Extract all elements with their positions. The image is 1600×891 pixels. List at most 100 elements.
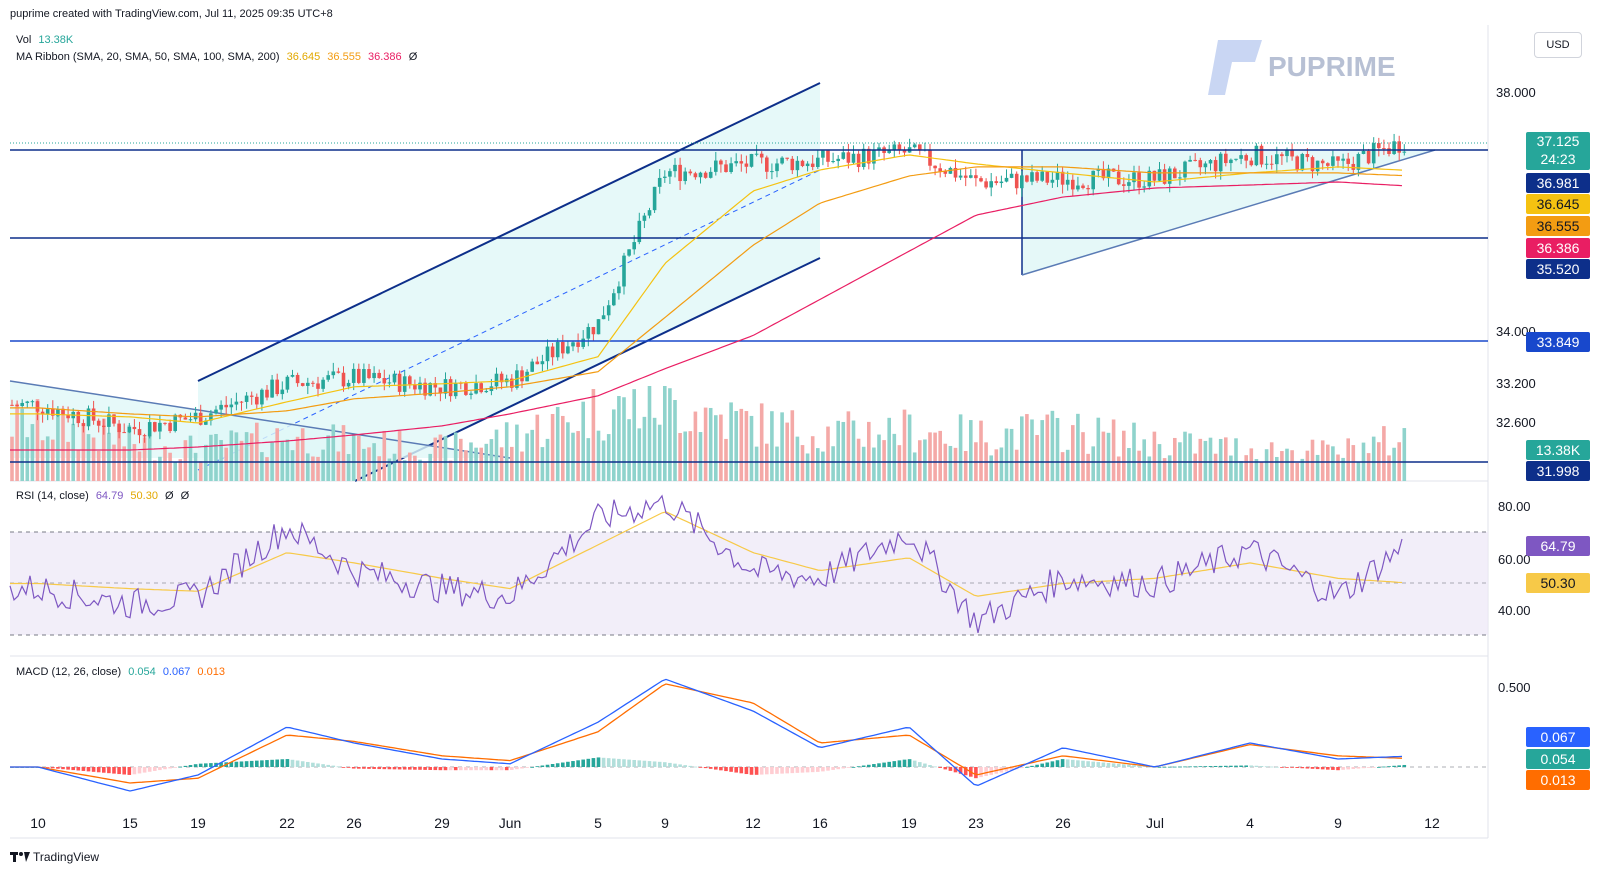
volume-bar: [1040, 420, 1044, 481]
currency-button[interactable]: USD: [1534, 32, 1582, 58]
macd-histogram-bar: [1086, 761, 1090, 767]
candle-body: [612, 293, 616, 306]
candle-body: [1178, 177, 1182, 179]
macd-histogram-bar: [1402, 764, 1407, 767]
macd-histogram-bar: [530, 766, 534, 768]
macd-histogram-bar: [51, 767, 55, 769]
candle-body: [219, 404, 223, 410]
candle-body: [1101, 168, 1106, 179]
macd-histogram-bar: [698, 767, 703, 768]
candle-body: [775, 163, 779, 172]
volume-bar: [96, 450, 101, 481]
candle-body: [35, 401, 40, 412]
macd-histogram-bar: [795, 767, 800, 773]
candle-body: [275, 379, 279, 395]
candle-body: [841, 152, 846, 159]
macd-histogram-bar: [479, 767, 483, 771]
tradingview-footer-text[interactable]: TradingView: [33, 850, 99, 864]
volume-bar: [877, 434, 881, 481]
candle-body: [153, 422, 157, 432]
candle-body: [494, 373, 499, 387]
price-tag-support: 35.520: [1526, 259, 1590, 279]
time-axis-label: 23: [968, 815, 984, 831]
candle-body: [754, 153, 759, 155]
macd-histogram-bar: [1203, 766, 1208, 767]
ma-ribbon-legend[interactable]: MA Ribbon (SMA, 20, SMA, 50, SMA, 100, S…: [16, 51, 421, 63]
macd-histogram-bar: [1315, 767, 1320, 770]
macd-histogram-bar: [275, 759, 279, 767]
volume-bar: [1285, 448, 1289, 481]
macd-histogram-bar: [637, 760, 642, 767]
time-axis-label: 9: [661, 815, 669, 831]
candle-body: [1096, 168, 1101, 171]
candle-body: [387, 382, 392, 384]
candle-body: [596, 319, 601, 335]
volume-bar: [397, 430, 402, 481]
volume-bar: [1030, 419, 1034, 481]
volume-bar: [392, 453, 397, 481]
volume-bar: [520, 451, 524, 481]
volume-bar: [1402, 428, 1407, 481]
volume-bar: [280, 441, 285, 481]
macd-histogram-bar: [1020, 767, 1024, 769]
candle-body: [999, 181, 1004, 184]
volume-bar: [632, 389, 636, 481]
macd-histogram-bar: [765, 767, 769, 775]
macd-histogram-bar: [596, 757, 601, 767]
rsi-value: 64.79: [95, 490, 124, 502]
volume-bar: [953, 447, 958, 481]
volume-legend[interactable]: Vol 13.38K: [16, 34, 77, 46]
candle-body: [142, 435, 147, 437]
candle-body: [1060, 171, 1065, 185]
candle-body: [45, 409, 50, 415]
candle-body: [336, 371, 341, 373]
candle-body: [1290, 150, 1294, 157]
time-axis[interactable]: 10 15 19 22 26 29 Jun 5 9 12 16 19 23 26 Jul 4 9 12: [30, 815, 1440, 831]
volume-bar: [963, 450, 968, 481]
candle-body: [1280, 154, 1284, 157]
volume-bar: [300, 428, 305, 481]
volume-bar: [1366, 453, 1371, 481]
volume-bar: [1147, 456, 1152, 481]
volume-bar: [1208, 437, 1213, 481]
macd-histogram-bar: [724, 767, 728, 772]
candle-body: [1366, 150, 1371, 164]
macd-histogram-bar: [1351, 767, 1356, 769]
candle-body: [418, 382, 422, 390]
macd-histogram-bar: [1259, 766, 1264, 767]
macd-histogram-bar: [1009, 767, 1014, 771]
volume-bar: [1326, 444, 1330, 481]
volume-bar: [1259, 461, 1264, 481]
candle-body: [1371, 143, 1376, 164]
rsi-legend[interactable]: RSI (14, close) 64.79 50.30 Ø Ø: [16, 490, 193, 502]
macd-histogram-bar: [1269, 766, 1274, 768]
volume-bar: [826, 426, 830, 481]
price-tag-sma50: 36.555: [1526, 216, 1590, 236]
volume-bar: [35, 399, 40, 481]
macd-legend[interactable]: MACD (12, 26, close) 0.054 0.067 0.013: [16, 666, 229, 678]
volume-bar: [688, 431, 693, 481]
candle-body: [341, 372, 346, 387]
volume-bar: [627, 419, 631, 481]
macd-histogram-bar: [1387, 766, 1391, 767]
volume-bar: [433, 437, 438, 481]
macd-histogram-bar: [1224, 765, 1228, 767]
volume-bar: [882, 440, 886, 481]
candle-body: [1382, 148, 1386, 150]
volume-bar: [1331, 446, 1335, 481]
volume-bar: [948, 445, 953, 481]
macd-histogram-bar: [91, 767, 96, 772]
macd-histogram-bar: [198, 763, 203, 767]
macd-histogram-bar: [1045, 762, 1050, 767]
macd-histogram-bar: [979, 767, 983, 778]
candle-body: [204, 420, 208, 425]
volume-bar: [408, 452, 412, 481]
candle-body: [346, 382, 351, 387]
volume-bar: [918, 440, 922, 481]
volume-bar: [1198, 438, 1203, 481]
candle-body: [464, 383, 468, 395]
volume-bar: [163, 446, 167, 481]
volume-bar: [770, 411, 774, 481]
volume-bar: [234, 432, 239, 481]
